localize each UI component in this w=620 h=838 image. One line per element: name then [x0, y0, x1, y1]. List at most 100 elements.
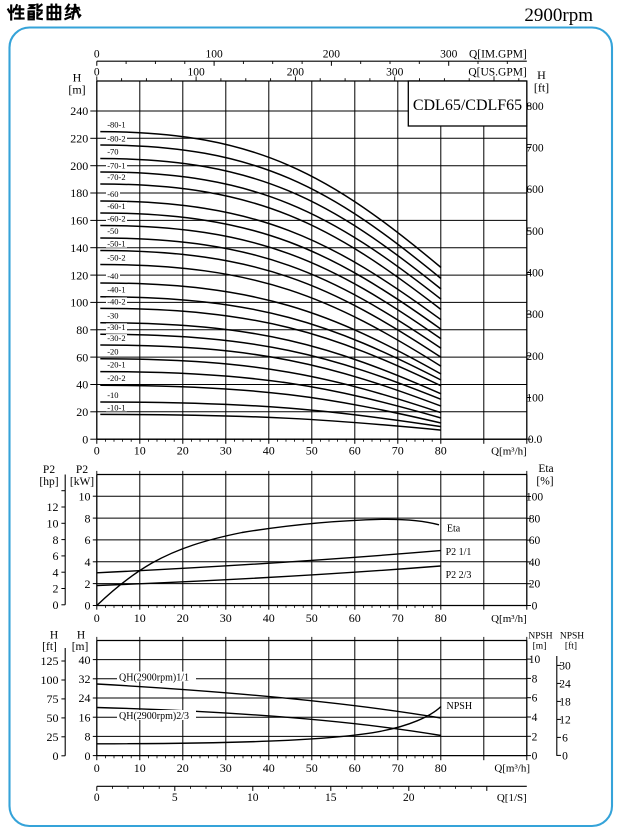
svg-text:0: 0 [53, 749, 59, 763]
svg-text:-20-1: -20-1 [107, 360, 125, 370]
svg-text:0: 0 [532, 751, 538, 763]
svg-text:0: 0 [532, 601, 538, 613]
svg-text:500: 500 [526, 226, 544, 238]
svg-text:[ft]: [ft] [534, 81, 549, 95]
svg-text:-10-1: -10-1 [107, 402, 125, 412]
svg-text:4: 4 [53, 565, 59, 579]
svg-text:Q[US.GPM]: Q[US.GPM] [468, 67, 526, 79]
svg-text:75: 75 [47, 692, 59, 706]
svg-text:30: 30 [559, 660, 571, 672]
svg-text:H: H [77, 630, 85, 642]
svg-text:[hp]: [hp] [39, 476, 58, 488]
svg-text:H: H [50, 630, 58, 642]
svg-text:12: 12 [47, 500, 59, 514]
svg-text:70: 70 [392, 611, 404, 625]
svg-text:125: 125 [41, 654, 59, 668]
svg-text:[m]: [m] [68, 83, 85, 97]
svg-text:0: 0 [562, 750, 568, 762]
svg-text:20: 20 [177, 761, 189, 775]
svg-text:[ft]: [ft] [42, 641, 57, 653]
svg-text:80: 80 [76, 323, 88, 337]
svg-text:5: 5 [172, 792, 178, 804]
svg-text:60: 60 [349, 761, 361, 775]
svg-text:-30-1: -30-1 [107, 322, 125, 332]
svg-text:100: 100 [41, 673, 59, 687]
svg-text:P2 1/1: P2 1/1 [446, 547, 472, 558]
svg-text:2900rpm: 2900rpm [524, 5, 593, 26]
svg-text:[m]: [m] [533, 642, 547, 652]
svg-text:CDL65/CDLF65: CDL65/CDLF65 [413, 97, 522, 114]
svg-text:QH(2900rpm)1/1: QH(2900rpm)1/1 [119, 673, 189, 684]
svg-text:10: 10 [247, 792, 259, 804]
svg-text:2: 2 [532, 731, 538, 743]
svg-text:-60-1: -60-1 [107, 201, 125, 211]
svg-text:0: 0 [53, 598, 59, 612]
svg-text:220: 220 [70, 132, 88, 146]
svg-text:60: 60 [349, 611, 361, 625]
svg-text:0: 0 [82, 432, 88, 446]
svg-text:10: 10 [529, 654, 541, 666]
svg-text:10: 10 [134, 444, 146, 458]
svg-text:80: 80 [435, 761, 447, 775]
svg-text:Eta: Eta [538, 463, 553, 475]
svg-text:180: 180 [70, 186, 88, 200]
svg-text:10: 10 [134, 761, 146, 775]
svg-text:Q[m³/h]: Q[m³/h] [491, 613, 527, 625]
svg-text:-50-1: -50-1 [107, 239, 125, 249]
svg-text:30: 30 [220, 761, 232, 775]
svg-text:Q[m³/h]: Q[m³/h] [494, 763, 530, 775]
svg-text:4: 4 [85, 555, 91, 569]
svg-text:140: 140 [70, 241, 88, 255]
svg-text:80: 80 [529, 513, 541, 525]
svg-text:200: 200 [70, 159, 88, 173]
svg-text:200: 200 [323, 48, 341, 60]
svg-text:800: 800 [526, 101, 544, 113]
svg-text:50: 50 [306, 611, 318, 625]
svg-text:[ft]: [ft] [565, 641, 577, 652]
svg-text:18: 18 [559, 696, 571, 708]
svg-text:600: 600 [526, 184, 544, 196]
svg-text:-70-2: -70-2 [107, 172, 125, 182]
svg-text:[kW]: [kW] [70, 476, 94, 488]
svg-text:6: 6 [53, 549, 59, 563]
svg-text:2: 2 [53, 582, 59, 596]
svg-text:-40: -40 [107, 271, 118, 281]
svg-text:60: 60 [349, 444, 361, 458]
svg-text:-50-2: -50-2 [107, 253, 125, 263]
svg-text:-40-1: -40-1 [107, 285, 125, 295]
svg-text:120: 120 [70, 268, 88, 282]
svg-text:40: 40 [263, 761, 275, 775]
svg-text:70: 70 [392, 444, 404, 458]
svg-text:H: H [73, 71, 82, 85]
svg-text:40: 40 [76, 378, 88, 392]
svg-text:40: 40 [529, 557, 541, 569]
svg-text:24: 24 [79, 691, 91, 705]
svg-text:-10: -10 [107, 390, 118, 400]
svg-text:-20: -20 [107, 347, 118, 357]
svg-text:P2 2/3: P2 2/3 [446, 570, 472, 581]
svg-text:Q[m³/h]: Q[m³/h] [491, 445, 527, 457]
svg-text:100: 100 [526, 492, 544, 504]
svg-text:0: 0 [94, 761, 100, 775]
svg-text:-40-2: -40-2 [107, 296, 125, 306]
svg-text:80: 80 [435, 444, 447, 458]
svg-text:50: 50 [306, 761, 318, 775]
svg-text:200: 200 [526, 351, 544, 363]
svg-text:30: 30 [220, 611, 232, 625]
svg-text:-20-2: -20-2 [107, 373, 125, 383]
svg-text:2: 2 [85, 577, 91, 591]
svg-text:NPSH: NPSH [447, 701, 473, 712]
svg-text:10: 10 [79, 489, 91, 503]
svg-text:50: 50 [47, 711, 59, 725]
svg-text:100: 100 [70, 296, 88, 310]
svg-text:10: 10 [134, 611, 146, 625]
svg-text:0: 0 [94, 792, 100, 804]
svg-text:40: 40 [263, 611, 275, 625]
svg-text:20: 20 [403, 792, 415, 804]
svg-text:16: 16 [79, 710, 91, 724]
svg-text:15: 15 [325, 792, 337, 804]
svg-text:-30: -30 [107, 311, 118, 321]
svg-text:0: 0 [94, 611, 100, 625]
svg-text:25: 25 [47, 730, 59, 744]
svg-text:H: H [537, 68, 546, 82]
